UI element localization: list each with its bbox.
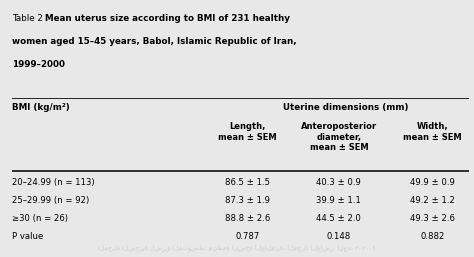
Text: Length,
mean ± SEM: Length, mean ± SEM bbox=[218, 122, 277, 142]
Text: 0.787: 0.787 bbox=[235, 232, 260, 241]
Text: المجلة الصحية لشرق المتوسط: منظمة الصحة العالمية، المجلد العاشر، العدد ٣، ٢٠٠٤: المجلة الصحية لشرق المتوسط: منظمة الصحة … bbox=[98, 244, 376, 251]
Text: Table 2: Table 2 bbox=[12, 14, 46, 23]
Text: Width,
mean ± SEM: Width, mean ± SEM bbox=[403, 122, 462, 142]
Text: BMI (kg/m²): BMI (kg/m²) bbox=[12, 103, 70, 112]
Text: women aged 15–45 years, Babol, Islamic Republic of Iran,: women aged 15–45 years, Babol, Islamic R… bbox=[12, 37, 296, 46]
Text: 25–29.99 (n = 92): 25–29.99 (n = 92) bbox=[12, 196, 89, 205]
Text: 49.9 ± 0.9: 49.9 ± 0.9 bbox=[410, 178, 455, 187]
Text: 0.148: 0.148 bbox=[327, 232, 351, 241]
Text: 40.3 ± 0.9: 40.3 ± 0.9 bbox=[317, 178, 361, 187]
Text: Mean uterus size according to BMI of 231 healthy: Mean uterus size according to BMI of 231… bbox=[45, 14, 290, 23]
Text: 44.5 ± 2.0: 44.5 ± 2.0 bbox=[317, 214, 361, 223]
Text: 87.3 ± 1.9: 87.3 ± 1.9 bbox=[225, 196, 270, 205]
Text: 88.8 ± 2.6: 88.8 ± 2.6 bbox=[225, 214, 270, 223]
Text: 86.5 ± 1.5: 86.5 ± 1.5 bbox=[225, 178, 270, 187]
Text: 49.2 ± 1.2: 49.2 ± 1.2 bbox=[410, 196, 455, 205]
Text: P value: P value bbox=[12, 232, 43, 241]
Text: 49.3 ± 2.6: 49.3 ± 2.6 bbox=[410, 214, 455, 223]
Text: Anteroposterior
diameter,
mean ± SEM: Anteroposterior diameter, mean ± SEM bbox=[301, 122, 377, 152]
Text: 0.882: 0.882 bbox=[420, 232, 445, 241]
Text: 20–24.99 (n = 113): 20–24.99 (n = 113) bbox=[12, 178, 94, 187]
Text: 1999–2000: 1999–2000 bbox=[12, 60, 65, 69]
Text: Uterine dimensions (mm): Uterine dimensions (mm) bbox=[283, 103, 409, 112]
Text: ≥30 (n = 26): ≥30 (n = 26) bbox=[12, 214, 68, 223]
Text: 39.9 ± 1.1: 39.9 ± 1.1 bbox=[317, 196, 361, 205]
